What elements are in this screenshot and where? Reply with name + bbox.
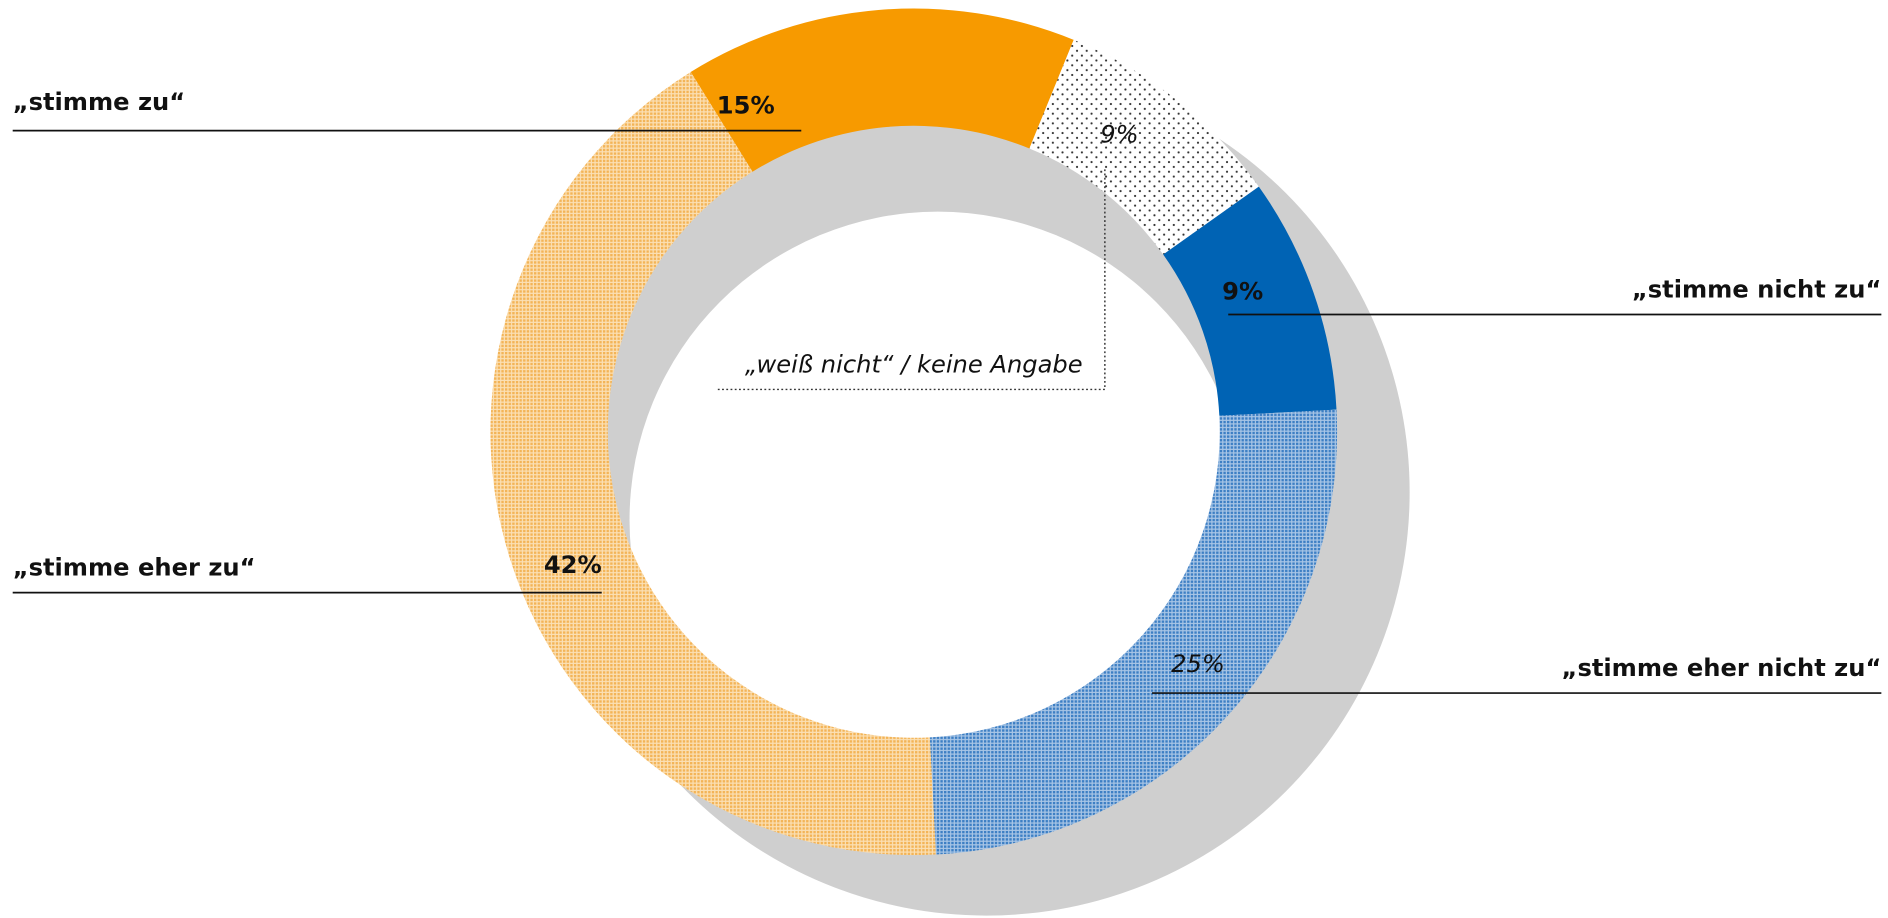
donut-segment <box>929 409 1338 855</box>
shadow-hole <box>629 211 1247 829</box>
value-label: 9% <box>1100 120 1138 148</box>
donut-segment <box>1029 39 1259 255</box>
value-label: 9% <box>1222 278 1263 306</box>
category-label: „stimme eher nicht zu“ <box>1562 654 1882 682</box>
donut-segment <box>1163 186 1337 416</box>
category-label: „weiß nicht“ / keine Angabe <box>745 350 1083 378</box>
value-label: 25% <box>1171 650 1225 678</box>
category-label: „stimme nicht zu“ <box>1632 275 1881 303</box>
category-label: „stimme eher zu“ <box>13 553 256 581</box>
donut-segment <box>490 72 936 856</box>
value-label: 15% <box>717 91 775 119</box>
value-label: 42% <box>544 551 602 579</box>
leader-line <box>716 169 1106 391</box>
category-label: „stimme zu“ <box>13 88 185 116</box>
